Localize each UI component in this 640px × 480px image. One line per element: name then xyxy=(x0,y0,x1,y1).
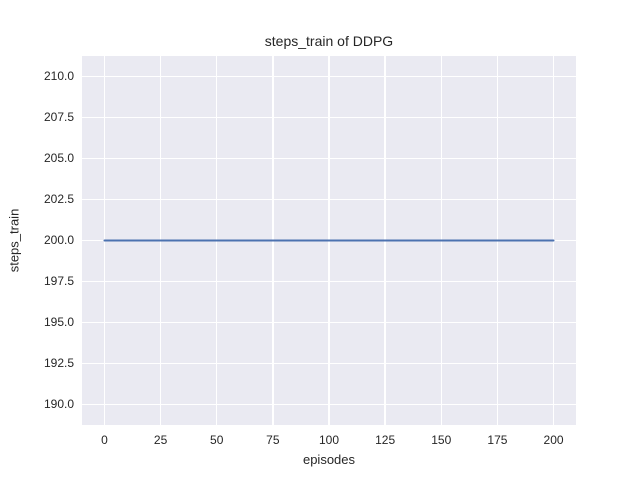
plot-area xyxy=(82,56,576,425)
x-tick-label: 150 xyxy=(431,433,452,447)
y-tick-label: 195.0 xyxy=(43,314,74,329)
x-axis-label: episodes xyxy=(302,452,356,467)
y-tick-label: 190.0 xyxy=(43,396,74,411)
gridline-horizontal xyxy=(82,157,576,160)
gridline-horizontal xyxy=(82,321,576,324)
gridline-horizontal xyxy=(82,403,576,406)
gridline-horizontal xyxy=(82,362,576,365)
y-tick-label: 210.0 xyxy=(43,68,74,83)
gridline-horizontal xyxy=(82,198,576,201)
chart-title: steps_train of DDPG xyxy=(264,33,394,49)
x-tick-label: 0 xyxy=(101,433,108,447)
x-tick-label: 200 xyxy=(543,433,564,447)
gridline-horizontal xyxy=(82,116,576,119)
gridline-horizontal xyxy=(82,280,576,283)
y-tick-label: 205.0 xyxy=(43,150,74,165)
y-tick-label: 192.5 xyxy=(43,355,74,370)
y-tick-label: 197.5 xyxy=(43,273,74,288)
x-tick-label: 100 xyxy=(318,433,340,447)
y-tick-label: 202.5 xyxy=(43,191,74,206)
gridline-horizontal xyxy=(82,75,576,78)
x-tick-label: 25 xyxy=(153,433,168,447)
data-line-layer xyxy=(103,239,555,242)
x-tick-label: 50 xyxy=(210,433,224,447)
y-tick-label: 207.5 xyxy=(43,109,74,124)
x-tick-label: 125 xyxy=(375,433,396,447)
y-tick-label: 200.0 xyxy=(43,232,74,247)
x-tick-label: 175 xyxy=(487,433,508,447)
x-tick-label: 75 xyxy=(266,433,280,447)
